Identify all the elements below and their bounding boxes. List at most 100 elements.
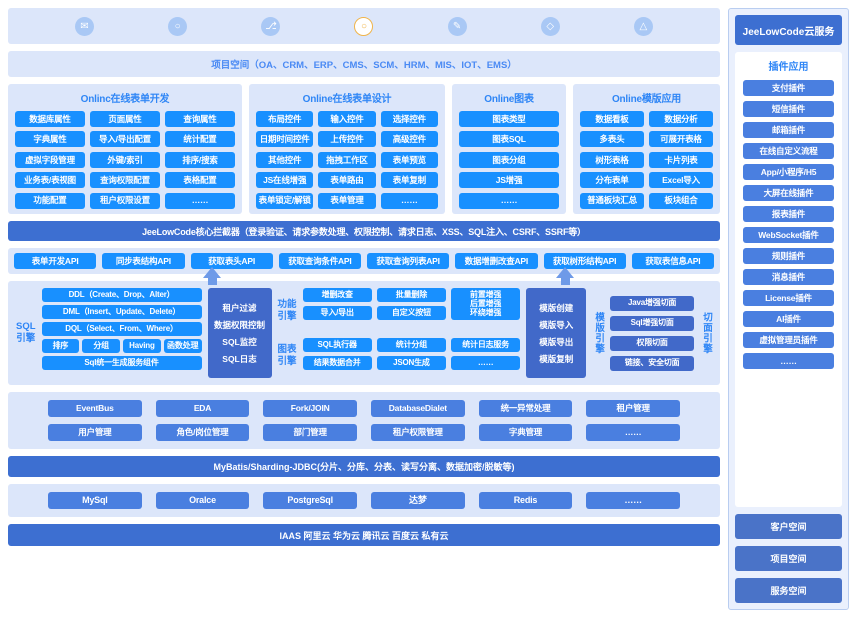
module-item[interactable]: 排序/搜索 <box>165 151 235 168</box>
database-item[interactable]: Oralce <box>155 492 250 509</box>
middleware-item[interactable]: EDA <box>155 400 250 417</box>
plugin-item[interactable]: App/小程序/H5 <box>743 164 834 180</box>
module-item[interactable]: 图表SQL <box>459 131 559 148</box>
sql-sub-item[interactable]: 排序 <box>41 339 80 353</box>
module-item[interactable]: 数据库属性 <box>15 111 85 127</box>
api-item[interactable]: 获取查询列表API <box>367 253 450 269</box>
module-item[interactable]: 可展开表格 <box>649 131 713 148</box>
chart-item[interactable]: SQL执行器 <box>302 337 372 352</box>
sql-sub-item[interactable]: Having <box>123 339 161 353</box>
project-space-button[interactable]: 项目空间 <box>735 546 842 571</box>
aspect-item[interactable]: 链接、安全切面 <box>610 355 695 371</box>
module-item[interactable]: 虚拟字段管理 <box>15 151 85 168</box>
module-item[interactable]: 分布表单 <box>580 172 644 189</box>
middleware-item[interactable]: DatabaseDialet <box>370 400 465 417</box>
module-item[interactable]: 字典属性 <box>15 131 85 148</box>
module-item[interactable]: 外键/索引 <box>90 151 160 168</box>
aspect-item[interactable]: Java增强切面 <box>610 295 695 311</box>
plugin-item[interactable]: …… <box>743 353 834 369</box>
module-item[interactable]: 图表分组 <box>459 151 559 168</box>
chart-item[interactable]: 统计分组 <box>376 337 447 352</box>
tenant-item[interactable]: SQL日志 <box>222 353 257 364</box>
plugin-item[interactable]: 虚拟管理员插件 <box>743 332 834 348</box>
module-item[interactable]: 高级控件 <box>380 131 438 148</box>
module-item[interactable]: 业务表/表视图 <box>15 172 85 189</box>
module-item[interactable]: 页面属性 <box>90 111 160 127</box>
function-enhance-group[interactable]: 前置增强 后置增强 环绕增强 <box>451 288 521 320</box>
module-item[interactable]: 多表头 <box>580 131 644 148</box>
module-item[interactable]: 表格配置 <box>165 172 235 189</box>
middleware-item[interactable]: 统一异常处理 <box>478 400 573 417</box>
module-item[interactable]: 数据分析 <box>649 111 713 127</box>
module-item[interactable]: JS增强 <box>459 172 559 189</box>
database-item[interactable]: …… <box>586 492 680 509</box>
tenant-item[interactable]: 租户过滤 <box>222 302 257 313</box>
sql-sub-item[interactable]: 分组 <box>82 339 121 353</box>
function-item[interactable]: 导入/导出 <box>302 306 372 320</box>
chart-item[interactable]: …… <box>451 355 521 370</box>
middleware-item[interactable]: 租户管理 <box>586 400 680 417</box>
plugin-item[interactable]: AI插件 <box>743 311 834 327</box>
module-item[interactable]: …… <box>459 192 559 209</box>
middleware-item[interactable]: 租户权限管理 <box>370 424 465 441</box>
tenant-item[interactable]: 数据权限控制 <box>214 319 266 330</box>
function-item[interactable]: 自定义按钮 <box>376 306 447 320</box>
module-item[interactable]: Excel导入 <box>649 172 713 189</box>
module-item[interactable]: 查询属性 <box>165 111 235 127</box>
module-item[interactable]: 表单锁定/解锁 <box>256 192 314 209</box>
middleware-item[interactable]: EventBus <box>48 400 142 417</box>
module-item[interactable]: 上传控件 <box>318 131 376 148</box>
aspect-item[interactable]: 权限切面 <box>610 335 695 351</box>
module-item[interactable]: 统计配置 <box>165 131 235 148</box>
template-item[interactable]: 模版复制 <box>539 353 574 364</box>
api-item[interactable]: 获取表头API <box>190 253 273 269</box>
function-item[interactable]: 批量删除 <box>376 288 447 302</box>
tenant-item[interactable]: SQL监控 <box>222 336 257 347</box>
module-item[interactable]: 表单复制 <box>380 172 438 189</box>
middleware-item[interactable]: 用户管理 <box>48 424 142 441</box>
plugin-item[interactable]: 规则插件 <box>743 248 834 264</box>
api-item[interactable]: 获取树形结构API <box>543 253 626 269</box>
module-item[interactable]: 输入控件 <box>318 111 376 127</box>
module-item[interactable]: 数据看板 <box>580 111 644 127</box>
database-item[interactable]: 达梦 <box>370 492 465 509</box>
service-space-button[interactable]: 服务空间 <box>735 578 842 603</box>
module-item[interactable]: 表单路由 <box>318 172 376 189</box>
api-item[interactable]: 表单开发API <box>14 253 97 269</box>
module-item[interactable]: JS在线增强 <box>256 172 314 189</box>
plugin-item[interactable]: 支付插件 <box>743 80 834 96</box>
sql-ddl-row[interactable]: DDL（Create、Drop、Alter） <box>41 288 202 302</box>
module-item[interactable]: 布局控件 <box>256 111 314 127</box>
plugin-item[interactable]: 大屏在线插件 <box>743 185 834 201</box>
module-item[interactable]: 表单预览 <box>380 151 438 168</box>
function-item[interactable]: 增删改查 <box>302 288 372 302</box>
template-item[interactable]: 模版导入 <box>539 319 574 330</box>
plugin-item[interactable]: License插件 <box>743 290 834 306</box>
module-item[interactable]: 拖拽工作区 <box>318 151 376 168</box>
middleware-item[interactable]: Fork/JOIN <box>263 400 357 417</box>
module-item[interactable]: 卡片列表 <box>649 151 713 168</box>
middleware-item[interactable]: 角色/岗位管理 <box>155 424 250 441</box>
aspect-item[interactable]: Sql增强切面 <box>610 315 695 331</box>
plugin-item[interactable]: 报表插件 <box>743 206 834 222</box>
chart-item[interactable]: 结果数据合并 <box>302 355 372 370</box>
plugin-item[interactable]: WebSocket插件 <box>743 227 834 243</box>
middleware-item[interactable]: 字典管理 <box>478 424 573 441</box>
module-item[interactable]: 树形表格 <box>580 151 644 168</box>
api-item[interactable]: 获取查询条件API <box>278 253 361 269</box>
plugin-item[interactable]: 短信插件 <box>743 101 834 117</box>
plugin-item[interactable]: 邮箱插件 <box>743 122 834 138</box>
sql-sub-item[interactable]: 函数处理 <box>163 339 202 353</box>
chart-item[interactable]: 统计日志服务 <box>451 337 521 352</box>
middleware-item[interactable]: 部门管理 <box>263 424 357 441</box>
api-item[interactable]: 数据增删改查API <box>455 253 538 269</box>
database-item[interactable]: PostgreSql <box>263 492 357 509</box>
module-item[interactable]: 其他控件 <box>256 151 314 168</box>
module-item[interactable]: 日期时间控件 <box>256 131 314 148</box>
module-item[interactable]: 功能配置 <box>15 192 85 209</box>
sql-generator-component[interactable]: Sql统一生成服务组件 <box>41 356 202 370</box>
plugin-item[interactable]: 消息插件 <box>743 269 834 285</box>
module-item[interactable]: 图表类型 <box>459 111 559 127</box>
database-item[interactable]: MySql <box>48 492 142 509</box>
template-item[interactable]: 模版创建 <box>539 302 574 313</box>
